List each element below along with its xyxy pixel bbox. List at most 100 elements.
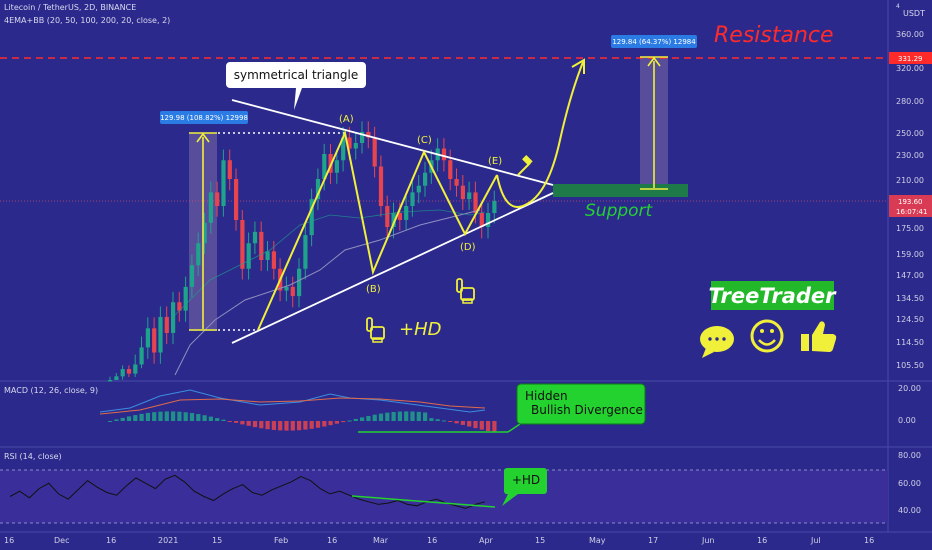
time-label-16: 16 [864,536,874,545]
time-label-8: 16 [427,536,437,545]
candle [196,243,201,266]
macd-bar [202,415,207,421]
indicator-legend[interactable]: 4EMA+BB (20, 50, 100, 200, 20, close, 2) [4,16,171,25]
candle [385,206,390,227]
candle [423,172,428,186]
macd-bar [271,421,276,430]
candle [252,231,258,244]
ema-line [174,209,486,316]
macd-bar [120,417,125,421]
moving-average-line [174,209,481,376]
pin-icon [517,155,533,176]
candle [208,192,213,223]
candle [234,179,239,221]
macd-bar [378,413,384,421]
time-label-6: 16 [327,536,337,545]
macd-signal-line [99,397,486,415]
macd-histogram [108,411,497,433]
rsi-tick-40: 40.00 [898,506,921,515]
price-tick-124: 124.50 [896,315,924,324]
candle [271,251,276,269]
time-label-14: 16 [757,536,767,545]
candle [492,201,497,214]
time-label-7: Mar [373,536,389,545]
support-label: Support [585,201,654,221]
macd-bar [454,421,459,424]
price-tick-114: 114.50 [896,338,924,347]
macd-bar [391,411,396,421]
thumbs-up-icon [801,321,837,352]
macd-bar [473,421,478,429]
triangle-lower-line [231,192,554,344]
macd-bar [309,421,314,429]
symbol-title[interactable]: Litecoin / TetherUS, 2D, BINANCE [4,3,137,12]
macd-bar [423,412,428,421]
smiley-icon [750,319,784,353]
candle [164,316,169,333]
candle [353,143,358,149]
macd-bar [334,421,339,424]
candle [177,302,182,311]
macd-bar [467,421,472,427]
macd-bar [366,415,371,421]
macd-bar [221,419,226,421]
candle [416,185,421,193]
candle [397,213,402,221]
price-tick-320: 320.00 [896,64,924,73]
rsi-tick-80: 80.00 [898,451,921,460]
macd-bar [479,421,484,430]
point-d-label: (D) [460,242,476,253]
candle [189,265,195,287]
rsi-label[interactable]: RSI (14, close) [4,452,62,461]
support-zone [553,184,688,197]
macd-divergence-connector [507,423,521,433]
candle [486,213,491,227]
last-price-tag [889,195,932,217]
candle [158,316,163,353]
candle [360,132,365,143]
macd-label[interactable]: MACD (12, 26, close, 9) [4,386,99,395]
macd-bar [385,412,390,421]
candle [183,286,188,311]
candle [479,213,484,227]
countdown-tag-text: 16:07:41 [896,208,927,216]
currency-digit: 4 [896,3,900,10]
macd-bar [208,416,213,421]
macd-bar [347,420,352,422]
macd-bar [139,413,144,421]
macd-bar [435,419,440,421]
speech-bubble-icon [700,326,734,358]
rsi-line [9,474,486,509]
measure-arrowhead-left [196,132,210,143]
candle [372,137,377,167]
price-tick-280: 280.00 [896,97,924,106]
macd-bar [290,421,295,431]
rsi-hd-label: +HD [512,473,540,487]
hidden-div-line1: Hidden [525,389,568,403]
time-label-15: Jul [810,536,821,545]
candle [322,154,327,179]
macd-bar [246,421,251,426]
brand-label: TreeTrader [708,284,837,308]
point-e-label: (E) [488,156,502,167]
point-a-label: (A) [339,114,354,125]
macd-bar [416,411,421,421]
macd-bar [315,421,321,428]
macd-bar [404,411,409,421]
candle [284,286,289,291]
macd-bar [328,421,333,426]
macd-bar [152,412,157,421]
macd-line [99,389,486,413]
candle [290,286,295,297]
macd-tick-20: 20.00 [898,384,921,393]
macd-bar [278,421,283,431]
macd-bar [145,412,150,421]
macd-bar [397,411,402,421]
time-label-9: Apr [479,536,494,545]
time-label-0: 16 [4,536,14,545]
candle [133,364,138,374]
macd-bar [429,418,434,421]
projection-path [496,61,584,208]
price-tick-360: 360.00 [896,30,924,39]
macd-bar [284,421,289,431]
